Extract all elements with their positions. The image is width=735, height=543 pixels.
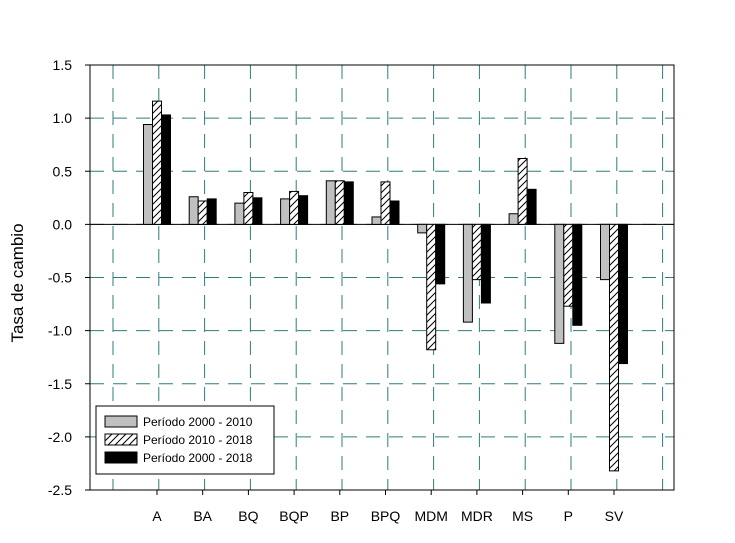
y-tick-label: -0.5	[48, 270, 72, 286]
y-tick-label: -2.5	[48, 482, 72, 498]
bar-BP-series-2	[334, 180, 345, 225]
x-axis: A BA BQ BQP BP BPQ MDM MDR MS P SV	[152, 490, 624, 524]
legend-swatch-3	[104, 451, 138, 464]
x-tick-label-SV: SV	[605, 508, 624, 524]
legend-label-2: Período 2010 - 2018	[143, 433, 253, 447]
x-tick-label-BP: BP	[330, 508, 349, 524]
y-tick-label: 1.5	[53, 57, 73, 73]
bar-BPQ-series-2	[380, 181, 391, 225]
x-tick-label-P: P	[564, 508, 573, 524]
bar-MDM-series-1	[417, 223, 428, 234]
bar-MDR-series-3	[480, 223, 491, 304]
x-tick-label-MDM: MDM	[414, 508, 447, 524]
bar-SV-series-3	[618, 223, 628, 365]
y-tick-label: -2.0	[48, 429, 72, 445]
y-tick-label: -1.5	[48, 376, 72, 392]
bar-BQ-series-2	[243, 192, 254, 225]
bar-P-series-2	[563, 223, 574, 307]
legend-label-1: Período 2000 - 2010	[143, 415, 253, 429]
bar-P-series-1	[554, 223, 565, 344]
x-tick-label-BA: BA	[193, 508, 212, 524]
y-tick-label: 1.0	[53, 110, 73, 126]
bar-BP-series-3	[343, 181, 354, 225]
x-tick-label-BQ: BQ	[238, 508, 258, 524]
x-tick-label-MS: MS	[512, 508, 533, 524]
bar-MS-series-3	[526, 188, 537, 225]
bar-SV-series-1	[600, 223, 610, 281]
x-tick-label-MDR: MDR	[461, 508, 493, 524]
legend-label-3: Período 2000 - 2018	[143, 451, 253, 465]
bars	[143, 100, 628, 472]
bar-BPQ-series-3	[389, 200, 400, 225]
bar-BQ-series-1	[234, 202, 245, 225]
x-tick-label-BPQ: BPQ	[371, 508, 401, 524]
bar-BQ-series-3	[252, 197, 263, 225]
bar-BQP-series-3	[298, 195, 309, 225]
bar-BQP-series-1	[280, 198, 291, 225]
bar-MDR-series-1	[462, 223, 473, 323]
y-tick-label: -1.0	[48, 323, 72, 339]
y-axis: 1.5 1.0 0.5 0.0 -0.5 -1.0 -1.5 -2.0 -2.5	[48, 57, 90, 498]
bar-MS-series-1	[508, 213, 519, 225]
bar-A-series-2	[152, 100, 162, 225]
bar-BA-series-2	[197, 200, 208, 225]
bar-A-series-1	[143, 124, 153, 225]
bar-BA-series-3	[206, 198, 217, 225]
bar-BP-series-1	[325, 180, 336, 225]
y-axis-label: Tasa de cambio	[8, 223, 27, 342]
legend-swatch-1	[104, 415, 138, 428]
x-tick-label-A: A	[152, 508, 162, 524]
legend: Período 2000 - 2010 Período 2010 - 2018 Pe…	[95, 405, 275, 475]
y-tick-label: 0.5	[53, 163, 73, 179]
bar-A-series-3	[161, 114, 171, 225]
legend-swatch-2	[104, 433, 138, 446]
bar-MDM-series-2	[426, 223, 437, 351]
bar-SV-series-2	[609, 223, 619, 472]
bar-P-series-3	[572, 223, 583, 326]
bar-BA-series-1	[188, 196, 199, 225]
bar-MDM-series-3	[435, 223, 446, 285]
bar-BPQ-series-1	[371, 216, 382, 225]
bar-BQP-series-2	[289, 190, 300, 225]
x-tick-label-BQP: BQP	[279, 508, 309, 524]
bar-MS-series-2	[517, 158, 528, 225]
bar-MDR-series-2	[471, 223, 482, 281]
y-tick-label: 0.0	[53, 216, 73, 232]
